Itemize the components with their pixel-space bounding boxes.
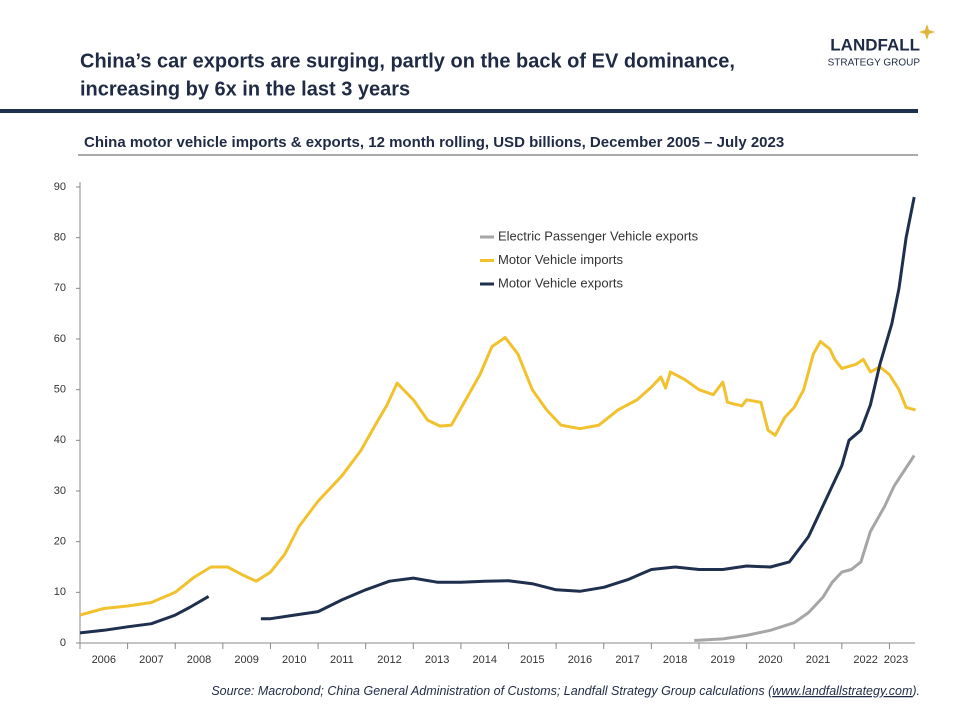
y-tick-label: 80: [54, 232, 66, 244]
x-tick-label: 2013: [425, 654, 449, 666]
x-tick-label: 2008: [187, 654, 211, 666]
source-text: Source: Macrobond; China General Adminis…: [211, 684, 774, 698]
series-line: [694, 454, 916, 642]
logo-name: LANDFALL: [830, 35, 920, 54]
x-tick-label: 2015: [520, 654, 544, 666]
x-tick-label: 2018: [663, 654, 687, 666]
y-tick-label: 10: [54, 586, 66, 598]
x-tick-label: 2016: [568, 654, 592, 666]
x-tick-label: 2007: [139, 654, 163, 666]
y-tick-label: 50: [54, 384, 66, 396]
source-note: Source: Macrobond; China General Adminis…: [211, 684, 920, 698]
y-tick-label: 0: [60, 637, 66, 649]
source-end: ).: [910, 684, 920, 698]
x-tick-label: 2009: [234, 654, 258, 666]
logo-star: [919, 24, 935, 40]
series-line: [79, 336, 916, 617]
x-tick-label: 2014: [472, 654, 496, 666]
y-tick-label: 70: [54, 282, 66, 294]
y-tick-label: 90: [54, 181, 66, 193]
y-tick-label: 20: [54, 536, 66, 548]
y-tick-label: 30: [54, 485, 66, 497]
x-tick-label: 2017: [615, 654, 639, 666]
source-link: www.landfallstrategy.com: [772, 684, 912, 698]
chart-title: China’s car exports are surging, partly …: [80, 50, 735, 72]
x-tick-label: 2011: [330, 654, 354, 666]
x-tick-label: 2010: [282, 654, 306, 666]
logo-tagline: STRATEGY GROUP: [828, 58, 921, 69]
y-tick-label: 60: [54, 333, 66, 345]
x-tick-label: 2019: [711, 654, 735, 666]
x-tick-label: 2006: [92, 654, 116, 666]
x-tick-label: 2012: [377, 654, 401, 666]
chart-title: increasing by 6x in the last 3 years: [80, 78, 410, 100]
series-line: [79, 196, 916, 635]
x-tick-label: 2022: [853, 654, 877, 666]
legend-label: Motor Vehicle exports: [498, 275, 624, 290]
x-tick-label: 2020: [758, 654, 782, 666]
x-tick-label: 2021: [806, 654, 830, 666]
chart-subtitle: China motor vehicle imports & exports, 1…: [84, 134, 784, 151]
x-tick-label: 2023: [884, 654, 908, 666]
title-divider: [0, 109, 918, 113]
legend-label: Motor Vehicle imports: [498, 252, 623, 267]
y-tick-label: 40: [54, 434, 66, 446]
legend-label: Electric Passenger Vehicle exports: [498, 228, 699, 243]
